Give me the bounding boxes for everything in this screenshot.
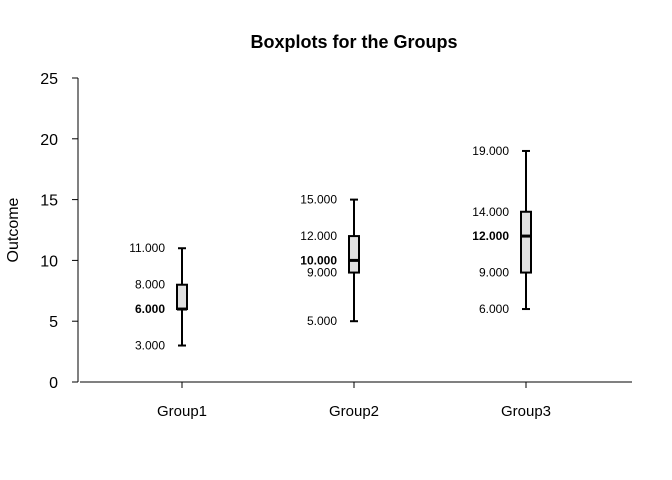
box-group1: 11.000 8.000 6.000 3.000 [129, 241, 188, 353]
chart-title: Boxplots for the Groups [251, 32, 458, 52]
iqr-box-group1 [176, 283, 188, 311]
value-label-group2-9: 9.000 [307, 266, 337, 280]
boxes: 11.0008.0006.0003.00015.00012.00010.0009… [129, 144, 532, 353]
value-label-group2-15: 15.000 [300, 193, 337, 207]
x-axis-ticks: Group1 Group2 Group3 [157, 382, 551, 420]
value-label-group1-8: 8.000 [135, 278, 165, 292]
y-tick-label-0: 0 [49, 375, 58, 392]
y-tick-label-20: 20 [40, 132, 58, 149]
iqr-box-group2 [348, 235, 360, 274]
y-axis-label: Outcome [5, 197, 22, 262]
x-tick-label-group3: Group3 [501, 403, 551, 420]
value-label-group3-12: 12.000 [472, 229, 509, 243]
value-label-group3-14: 14.000 [472, 205, 509, 219]
value-label-group1-3: 3.000 [135, 339, 165, 353]
y-tick-label-5: 5 [49, 314, 58, 331]
value-label-group1-6: 6.000 [135, 302, 165, 316]
value-label-group2-5: 5.000 [307, 314, 337, 328]
value-label-group3-9: 9.000 [479, 266, 509, 280]
value-label-group3-6: 6.000 [479, 302, 509, 316]
y-tick-label-10: 10 [40, 253, 58, 270]
x-tick-label-group2: Group2 [329, 403, 379, 420]
box-group3: 19.000 14.000 12.000 9.000 6.000 [472, 144, 532, 316]
iqr-box-group3 [520, 210, 532, 274]
value-label-group2-10: 10.000 [300, 253, 337, 267]
value-label-group1-11: 11.000 [129, 241, 165, 255]
y-tick-label-15: 15 [40, 193, 58, 210]
y-axis-ticks: 0 5 10 15 20 25 [40, 71, 78, 392]
value-label-group2-12: 12.000 [300, 229, 337, 243]
y-tick-label-25: 25 [40, 71, 58, 88]
x-tick-label-group1: Group1 [157, 403, 207, 420]
value-label-group3-19: 19.000 [472, 144, 509, 158]
